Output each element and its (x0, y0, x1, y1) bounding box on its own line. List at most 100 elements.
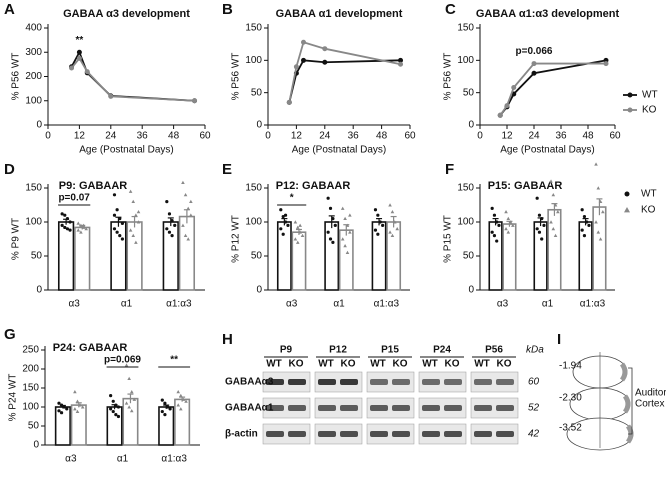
blot-frame (262, 423, 311, 445)
blot-frame (418, 397, 467, 419)
chart-title: GABAA α1:α3 development (476, 8, 620, 20)
genotype-label: WT (474, 359, 490, 370)
data-point (585, 220, 589, 224)
data-point (279, 208, 283, 212)
x-tick-label: 60 (199, 131, 211, 142)
age-label: P56 (485, 345, 503, 356)
blot-band (288, 379, 306, 385)
x-tick-label: 60 (404, 131, 416, 142)
data-point (131, 199, 136, 204)
x-tick-label: α1 (121, 299, 133, 310)
data-point (373, 228, 378, 232)
data-point (390, 233, 395, 238)
blot-frame (262, 371, 311, 393)
data-point (170, 219, 174, 223)
unit-label: kDa (526, 345, 544, 356)
data-point (598, 199, 603, 204)
y-axis-label: % P56 WT (11, 53, 22, 101)
blot-band (422, 431, 440, 437)
blot-band (288, 405, 306, 411)
data-point (279, 227, 283, 231)
age-label: P9 (280, 345, 293, 356)
chart-title: P9: GABAAR (59, 180, 128, 192)
region-bracket (628, 367, 633, 435)
blot-band (444, 431, 462, 437)
y-tick-label: 200 (22, 364, 39, 375)
data-point (57, 401, 61, 405)
data-point (326, 230, 330, 234)
data-point (76, 221, 81, 225)
data-point (298, 223, 302, 227)
y-tick-label: 100 (25, 95, 42, 106)
data-point (395, 227, 400, 231)
data-point (165, 405, 170, 409)
genotype-label: KO (497, 359, 512, 370)
data-point (57, 409, 61, 413)
y-tick-label: 0 (36, 285, 42, 296)
data-point (128, 189, 133, 193)
data-point (504, 210, 508, 214)
data-point (81, 225, 86, 229)
blot-frame (314, 423, 363, 445)
data-point (109, 394, 113, 398)
data-point (76, 228, 81, 232)
age-label: P12 (329, 345, 347, 356)
data-point (388, 230, 392, 234)
y-tick-label: 50 (251, 251, 263, 262)
data-point (63, 225, 67, 230)
data-point (281, 232, 285, 236)
data-point (112, 193, 117, 197)
blot-band (422, 379, 440, 385)
data-point (60, 223, 64, 227)
data-point (551, 227, 556, 231)
data-point (537, 230, 542, 234)
data-point (393, 220, 397, 224)
data-point (181, 397, 186, 401)
data-point (189, 213, 193, 217)
data-point (127, 405, 131, 409)
blot-frame (366, 397, 415, 419)
region-label: Cortex (635, 399, 664, 410)
legend-label: WT (642, 90, 658, 101)
y-axis-label: % P12 WT (231, 215, 242, 263)
genotype-label: KO (393, 359, 408, 370)
data-point (192, 98, 198, 104)
blot-band (444, 405, 462, 411)
data-point (79, 230, 83, 234)
x-tick-label: 24 (319, 131, 331, 142)
x-tick-label: 12 (501, 131, 513, 142)
legend-label: KO (641, 205, 656, 216)
y-tick-label: 0 (256, 120, 262, 131)
data-point (183, 193, 188, 197)
y-tick-label: 100 (22, 402, 39, 413)
y-tick-label: 0 (256, 285, 262, 296)
data-point (165, 227, 169, 231)
data-point (373, 208, 378, 212)
data-point (492, 213, 497, 217)
level-label: -2.30 (559, 393, 582, 404)
x-tick-label: α1 (542, 299, 554, 310)
data-point (79, 223, 83, 227)
data-point (65, 407, 69, 411)
data-point (535, 196, 539, 200)
row-label: GABAAα3 (225, 377, 274, 388)
blot-band (474, 405, 492, 411)
data-point (596, 186, 601, 190)
data-point (497, 223, 501, 227)
row-label: β-actin (225, 429, 258, 440)
data-point (551, 193, 556, 197)
y-tick-label: 50 (251, 87, 263, 98)
data-point (594, 162, 598, 166)
x-tick-label: α1:α3 (166, 299, 192, 310)
data-point (80, 405, 85, 409)
panel-letter: F (445, 161, 454, 178)
data-point (124, 363, 129, 367)
x-axis-label: Age (Postnatal Days) (500, 145, 595, 156)
data-point (531, 61, 537, 67)
y-axis-label: % P56 WT (443, 53, 454, 101)
data-point (495, 220, 499, 224)
data-point (511, 223, 515, 227)
data-point (553, 233, 558, 238)
data-point (76, 55, 82, 61)
